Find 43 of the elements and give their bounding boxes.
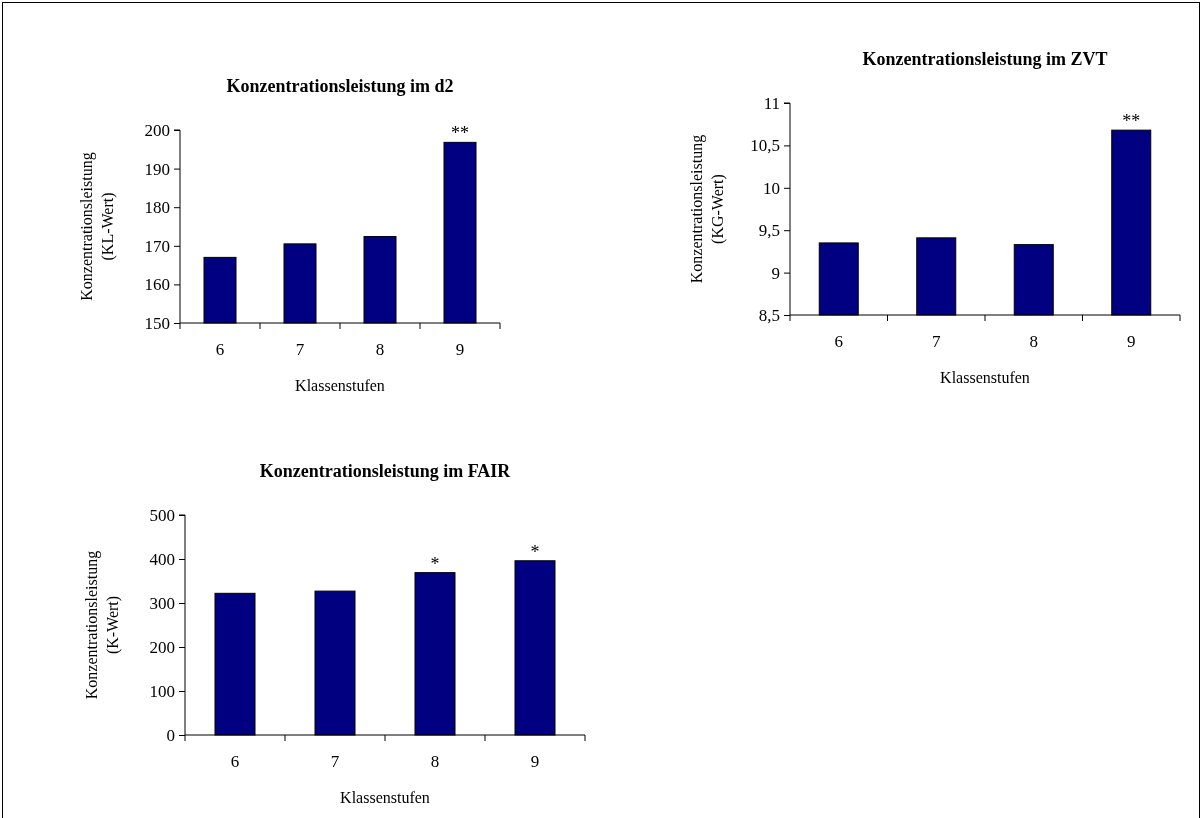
y-tick-label: 9 [771,263,780,283]
y-tick-label: 9,5 [758,221,780,241]
y-tick-label: 500 [149,505,175,525]
x-tick-label: 8 [430,752,440,772]
x-tick-label: 8 [375,340,385,360]
y-tick-label: 11 [763,93,780,113]
y-axis-title: Konzentrationsleistung (KG-Wert) [688,134,727,284]
y-tick-label: 200 [144,120,170,140]
x-tick-label: 6 [230,752,240,772]
y-tick-label: 300 [149,593,175,613]
annotation: ** [451,123,469,144]
x-axis-title: Klassenstufen [340,789,430,806]
x-tick-label: 6 [834,332,843,352]
x-tick-label: 9 [455,340,465,360]
x-tick-label: 7 [932,332,941,352]
annotation: * [430,553,440,574]
y-tick-label: 100 [149,681,175,701]
x-tick-label: 8 [1029,332,1038,352]
x-axis-title: Klassenstufen [295,377,385,394]
x-tick-label: 9 [1127,332,1136,352]
chart-title: Konzentrationsleistung im d2 [226,76,454,96]
y-axis-title: Konzentrationsleistung (K-Wert) [83,550,122,700]
y-axis-title: Konzentrationsleistung (KL-Wert) [78,152,117,301]
y-tick-label: 150 [144,313,170,333]
y-tick-label: 400 [149,549,175,569]
y-tick-label: 0 [166,725,175,745]
y-tick-label: 8,5 [758,305,780,325]
y-tick-label: 200 [149,637,175,657]
x-tick-label: 7 [295,340,305,360]
chart-title: Konzentrationsleistung im FAIR [259,461,512,481]
annotation: ** [1122,111,1141,132]
chart-title: Konzentrationsleistung im ZVT [862,49,1108,69]
y-tick-label: 10,5 [750,136,780,156]
y-tick-label: 170 [144,236,170,256]
y-tick-label: 180 [144,198,170,218]
x-tick-label: 9 [530,752,540,772]
x-tick-label: 7 [330,752,340,772]
x-axis-title: Klassenstufen [940,369,1030,386]
y-tick-label: 190 [144,159,170,179]
x-tick-label: 6 [215,340,225,360]
annotation: * [530,541,540,562]
y-tick-label: 10 [763,178,780,198]
y-tick-label: 160 [144,275,170,295]
